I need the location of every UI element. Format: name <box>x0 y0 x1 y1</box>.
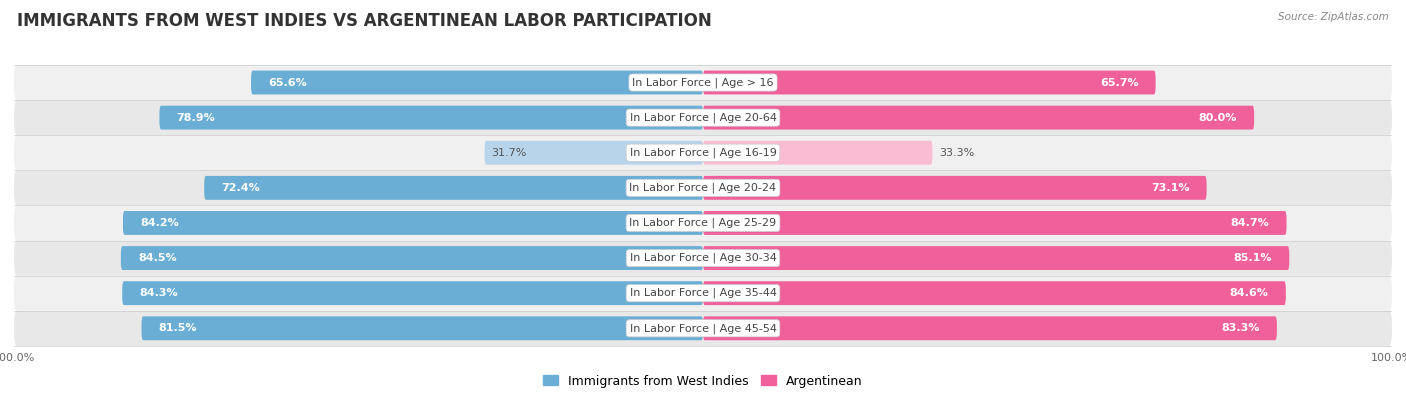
Text: 83.3%: 83.3% <box>1222 323 1260 333</box>
Text: 80.0%: 80.0% <box>1198 113 1237 122</box>
Text: In Labor Force | Age > 16: In Labor Force | Age > 16 <box>633 77 773 88</box>
FancyBboxPatch shape <box>252 71 703 94</box>
FancyBboxPatch shape <box>14 205 1392 241</box>
FancyBboxPatch shape <box>159 106 703 130</box>
FancyBboxPatch shape <box>121 246 703 270</box>
FancyBboxPatch shape <box>703 316 1277 340</box>
FancyBboxPatch shape <box>703 281 1286 305</box>
Text: 81.5%: 81.5% <box>159 323 197 333</box>
Text: 84.6%: 84.6% <box>1230 288 1268 298</box>
FancyBboxPatch shape <box>703 71 1156 94</box>
Text: In Labor Force | Age 45-54: In Labor Force | Age 45-54 <box>630 323 776 333</box>
Text: 72.4%: 72.4% <box>221 183 260 193</box>
FancyBboxPatch shape <box>204 176 703 200</box>
Text: In Labor Force | Age 25-29: In Labor Force | Age 25-29 <box>630 218 776 228</box>
Text: 78.9%: 78.9% <box>177 113 215 122</box>
FancyBboxPatch shape <box>14 135 1392 170</box>
Text: In Labor Force | Age 16-19: In Labor Force | Age 16-19 <box>630 147 776 158</box>
Text: 65.6%: 65.6% <box>269 77 307 88</box>
Text: 73.1%: 73.1% <box>1152 183 1189 193</box>
FancyBboxPatch shape <box>703 106 1254 130</box>
Text: 84.3%: 84.3% <box>139 288 179 298</box>
Text: 65.7%: 65.7% <box>1099 77 1139 88</box>
FancyBboxPatch shape <box>703 246 1289 270</box>
FancyBboxPatch shape <box>122 281 703 305</box>
Text: In Labor Force | Age 20-64: In Labor Force | Age 20-64 <box>630 112 776 123</box>
Text: In Labor Force | Age 20-24: In Labor Force | Age 20-24 <box>630 182 776 193</box>
FancyBboxPatch shape <box>142 316 703 340</box>
FancyBboxPatch shape <box>14 276 1392 311</box>
Text: In Labor Force | Age 30-34: In Labor Force | Age 30-34 <box>630 253 776 263</box>
Text: 84.7%: 84.7% <box>1230 218 1270 228</box>
FancyBboxPatch shape <box>14 311 1392 346</box>
Text: IMMIGRANTS FROM WEST INDIES VS ARGENTINEAN LABOR PARTICIPATION: IMMIGRANTS FROM WEST INDIES VS ARGENTINE… <box>17 12 711 30</box>
Text: 33.3%: 33.3% <box>939 148 974 158</box>
FancyBboxPatch shape <box>703 176 1206 200</box>
Text: 84.2%: 84.2% <box>141 218 179 228</box>
FancyBboxPatch shape <box>485 141 703 165</box>
FancyBboxPatch shape <box>703 211 1286 235</box>
FancyBboxPatch shape <box>14 241 1392 276</box>
Text: 84.5%: 84.5% <box>138 253 177 263</box>
FancyBboxPatch shape <box>14 65 1392 100</box>
Text: In Labor Force | Age 35-44: In Labor Force | Age 35-44 <box>630 288 776 299</box>
Legend: Immigrants from West Indies, Argentinean: Immigrants from West Indies, Argentinean <box>538 370 868 393</box>
FancyBboxPatch shape <box>122 211 703 235</box>
FancyBboxPatch shape <box>14 170 1392 205</box>
FancyBboxPatch shape <box>14 100 1392 135</box>
Text: 85.1%: 85.1% <box>1233 253 1272 263</box>
Text: 31.7%: 31.7% <box>492 148 527 158</box>
FancyBboxPatch shape <box>703 141 932 165</box>
Text: Source: ZipAtlas.com: Source: ZipAtlas.com <box>1278 12 1389 22</box>
